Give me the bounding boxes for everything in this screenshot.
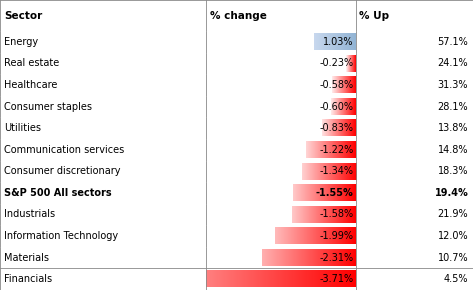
Text: Sector: Sector [4,10,42,21]
Text: Materials: Materials [4,253,49,263]
Text: -1.22%: -1.22% [319,145,353,155]
Text: Utilities: Utilities [4,123,41,133]
Text: S&P 500 All sectors: S&P 500 All sectors [4,188,112,198]
Text: 31.3%: 31.3% [438,80,468,90]
Text: 19.4%: 19.4% [435,188,468,198]
Text: % Up: % Up [359,10,390,21]
Text: Healthcare: Healthcare [4,80,57,90]
Text: -1.99%: -1.99% [319,231,353,241]
Text: -2.31%: -2.31% [319,253,353,263]
Text: -1.34%: -1.34% [319,166,353,176]
Text: 1.03%: 1.03% [323,37,353,47]
Text: Consumer staples: Consumer staples [4,102,92,112]
Text: 18.3%: 18.3% [438,166,468,176]
Text: -3.71%: -3.71% [319,274,353,284]
Text: 21.9%: 21.9% [438,209,468,220]
Text: 28.1%: 28.1% [438,102,468,112]
Text: 4.5%: 4.5% [444,274,468,284]
Text: Communication services: Communication services [4,145,124,155]
Text: Financials: Financials [4,274,52,284]
Text: -0.58%: -0.58% [319,80,353,90]
Text: Industrials: Industrials [4,209,55,220]
Text: -0.83%: -0.83% [319,123,353,133]
Text: Consumer discretionary: Consumer discretionary [4,166,120,176]
Text: -1.55%: -1.55% [315,188,353,198]
Text: -0.60%: -0.60% [319,102,353,112]
Text: Real estate: Real estate [4,58,59,68]
Text: -1.58%: -1.58% [319,209,353,220]
Text: 57.1%: 57.1% [438,37,468,47]
Text: 13.8%: 13.8% [438,123,468,133]
Text: Energy: Energy [4,37,38,47]
Text: % change: % change [210,10,266,21]
Text: 24.1%: 24.1% [438,58,468,68]
Text: 10.7%: 10.7% [438,253,468,263]
Text: 12.0%: 12.0% [438,231,468,241]
Text: Information Technology: Information Technology [4,231,118,241]
Text: 14.8%: 14.8% [438,145,468,155]
Text: -0.23%: -0.23% [319,58,353,68]
